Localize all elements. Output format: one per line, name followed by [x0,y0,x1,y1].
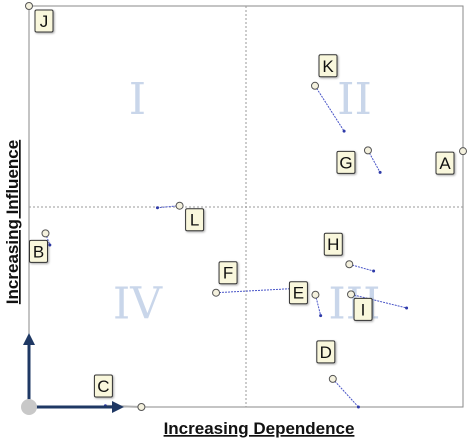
data-points: A B C D E F G H I J K L [25,2,467,411]
point-label-box-d [316,340,336,364]
point-label-b: B [33,242,44,261]
quadrant-label-iv: IV [113,279,163,330]
point-label-box-e [288,281,308,305]
point-d: D [316,340,337,383]
arrow-end-d [356,405,360,409]
arrow-h [349,263,374,272]
point-marker-a [459,147,467,156]
arrow-b [45,233,51,246]
point-label-box-g [336,150,356,174]
point-marker-e [311,290,320,299]
quadrant-label-ii: II [337,74,372,125]
point-label-box-f [218,261,238,285]
point-label-g: G [339,153,352,172]
point-e: E [288,281,320,305]
point-h: H [323,232,354,269]
point-marker-j [25,2,33,10]
point-marker-c [137,403,146,411]
point-marker-f [212,288,221,297]
point-marker-i [347,290,356,299]
arrow-end-g [378,170,382,174]
point-label-c: C [97,377,109,396]
y-axis-arrowhead [23,333,35,345]
point-b: B [28,229,50,263]
point-label-box-c [93,374,113,398]
point-marker-d [328,374,337,383]
arrow-d [332,378,359,408]
y-axis-title: Increasing Influence [3,140,22,304]
point-marker-g [363,146,372,155]
point-label-a: A [439,154,451,173]
origin-marker [21,399,37,415]
arrow-end-e [319,314,323,318]
point-c: C [93,374,146,411]
point-label-box-k [318,54,338,78]
point-label-box-h [323,232,343,256]
point-label-k: K [322,57,334,76]
point-i: I [347,290,373,321]
point-f: F [212,261,238,297]
point-marker-k [311,81,320,90]
x-axis-title: Increasing Dependence [164,419,355,438]
arrow-end-h [372,269,376,273]
arrow-g [367,150,381,173]
point-label-box-a [435,151,455,175]
arrow-f [216,287,298,294]
point-label-box-l [185,208,205,232]
point-marker-b [41,229,50,238]
point-label-box-j [34,9,54,33]
point-label-h: H [327,235,339,254]
point-label-d: D [320,343,332,362]
point-l: L [175,201,205,232]
arrow-end-b [48,243,52,247]
x-axis-arrowhead [112,401,124,413]
quadrant-label-i: I [129,74,146,125]
arrow-end-k [342,129,346,133]
point-j: J [25,2,54,33]
arrow-i [350,293,407,309]
point-a: A [435,147,467,175]
point-g: G [336,146,372,174]
point-marker-l [175,201,184,210]
point-label-i: I [361,300,366,319]
point-label-f: F [223,264,233,283]
arrow-end-l [155,206,159,210]
point-marker-h [345,260,354,269]
point-label-box-b [28,239,48,263]
arrow-end-i [405,306,409,310]
point-label-j: J [40,12,49,31]
point-label-l: L [190,211,199,230]
point-k: K [311,54,338,90]
point-label-e: E [293,284,304,303]
point-label-box-i [353,297,373,321]
